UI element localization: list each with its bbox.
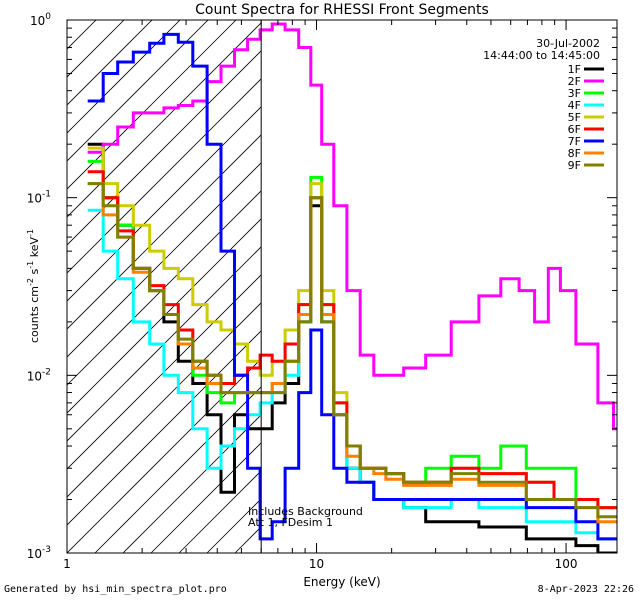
hatch-line <box>67 20 293 246</box>
generated-by-label: Generated by hsi_min_spectra_plot.pro <box>4 584 227 595</box>
series-line-2F <box>87 22 617 431</box>
legend-label-1F: 1F <box>568 63 581 76</box>
legend-label-7F: 7F <box>568 135 581 148</box>
annotation-background: Includes Background <box>248 505 363 518</box>
legend-label-5F: 5F <box>568 111 581 124</box>
hatch-line <box>67 20 153 106</box>
series-line-7F <box>87 32 617 541</box>
hatch-line <box>67 20 237 190</box>
y-axis-label: counts cm-2 s-1 keV-1 <box>26 229 41 343</box>
axis-ticks: 1 10 100 10-3 10-2 10-1 100 <box>27 12 617 571</box>
hatch-line <box>67 20 125 78</box>
x-tick-label: 1 <box>63 557 71 571</box>
hatch-mask <box>261 20 617 553</box>
y-tick-label: 10-2 <box>27 367 51 383</box>
series-line-9F <box>87 182 617 519</box>
x-tick-label: 100 <box>555 557 578 571</box>
hatch-line <box>67 20 181 134</box>
annotation-attenuator: Att 1, FDesim 1 <box>248 516 333 529</box>
legend-label-4F: 4F <box>568 99 581 112</box>
time-range-label: 14:44:00 to 14:45:00 <box>483 49 600 62</box>
hatch-line <box>67 20 265 218</box>
hatch-line <box>67 20 209 162</box>
plot-frame <box>66 19 618 554</box>
x-axis-label: Energy (keV) <box>303 575 380 589</box>
hatch-line <box>67 20 321 274</box>
legend-label-6F: 6F <box>568 123 581 136</box>
legend-label-9F: 9F <box>568 159 581 172</box>
hatch-line <box>67 20 69 22</box>
y-tick-label: 100 <box>30 12 51 28</box>
chart-title: Count Spectra for RHESSI Front Segments <box>195 2 489 18</box>
series-layer <box>87 22 617 553</box>
background-hatch-region <box>67 20 617 553</box>
x-tick-label: 10 <box>309 557 324 571</box>
y-tick-label: 10-3 <box>27 545 51 561</box>
legend-label-8F: 8F <box>568 147 581 160</box>
y-tick-label: 10-1 <box>27 190 51 206</box>
legend-label-3F: 3F <box>568 87 581 100</box>
date-label: 30-Jul-2002 <box>536 37 600 50</box>
legend-label-2F: 2F <box>568 75 581 88</box>
timestamp-label: 8-Apr-2023 22:26 <box>537 584 634 595</box>
